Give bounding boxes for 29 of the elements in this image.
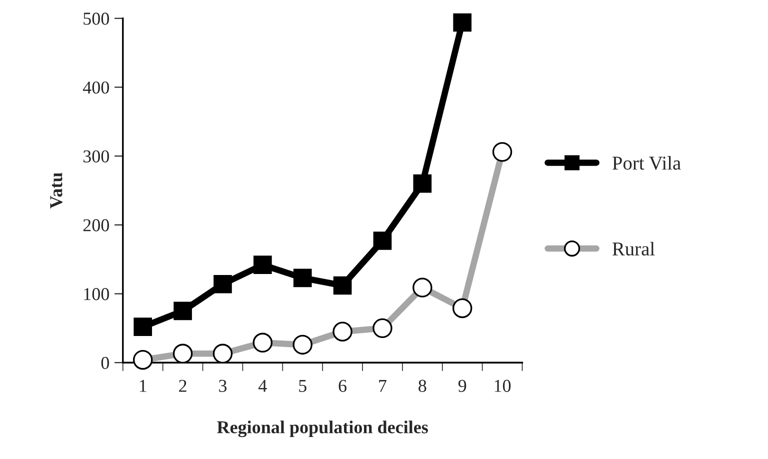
y-tick-label: 0 — [101, 356, 109, 370]
x-tick-label: 2 — [179, 380, 186, 392]
x-tick-label: 3 — [219, 380, 227, 392]
x-tick-label: 8 — [418, 380, 426, 392]
y-tick-label: 500 — [84, 12, 109, 25]
point — [373, 232, 392, 250]
point — [134, 318, 152, 336]
point — [333, 276, 352, 295]
y-tick-label: 100 — [84, 288, 109, 300]
x-tick-label: 9 — [458, 380, 466, 392]
x-tick-label: 10 — [494, 380, 511, 392]
point — [293, 268, 312, 288]
point — [253, 256, 272, 274]
x-tick-label: 6 — [338, 380, 347, 392]
point — [413, 174, 432, 193]
point — [453, 13, 472, 32]
y-tick-label: 400 — [82, 81, 109, 94]
x-tick-label: 1 — [140, 380, 146, 392]
x-axis-title: Regional population deciles — [217, 420, 428, 438]
point — [174, 302, 192, 320]
x-tick-label: 4 — [258, 380, 267, 392]
y-tick-label: 300 — [83, 150, 109, 162]
y-axis-title: Vatu — [50, 172, 62, 209]
legend-label: Port Vila — [612, 156, 681, 170]
x-tick-label: 5 — [299, 380, 306, 392]
x-tick-label: 7 — [379, 380, 386, 392]
point — [214, 274, 232, 294]
legend-label: Rural — [612, 242, 655, 256]
y-tick-label: 200 — [83, 219, 109, 232]
